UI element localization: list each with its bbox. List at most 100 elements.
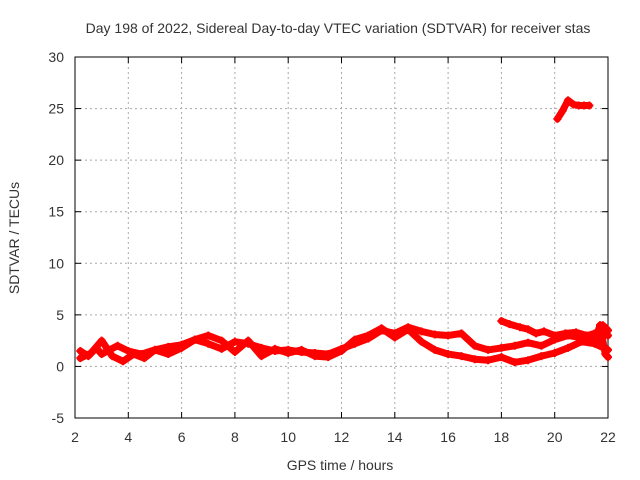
data-point [76, 354, 85, 363]
data-point [550, 331, 559, 340]
data-point [540, 327, 549, 336]
series-line-track-d [591, 321, 612, 361]
axis-ticks: 2 4 6 8 10 12 14 16 18 20 22 -5 0 5 10 15 20 25 30 [48, 49, 616, 445]
y-axis-label: SDTVAR / TECUs [6, 182, 22, 294]
data-point [204, 331, 213, 340]
data-point [118, 357, 127, 366]
data-point [86, 349, 95, 358]
data-point [510, 358, 519, 367]
y-tick-label: 0 [56, 358, 64, 374]
data-point [457, 329, 466, 338]
y-tick-label: -5 [52, 410, 65, 426]
data-point [564, 343, 573, 352]
data-point [604, 326, 612, 335]
data-point [505, 320, 514, 329]
data-point [457, 352, 466, 361]
data-point [76, 346, 85, 355]
data-point [524, 325, 533, 334]
data-point [569, 100, 578, 109]
data-point [553, 114, 562, 123]
data-point [217, 344, 226, 353]
data-point [97, 350, 106, 359]
data-point [561, 329, 570, 338]
data-point [577, 337, 586, 346]
x-tick-label: 2 [71, 429, 79, 445]
data-point [177, 343, 186, 352]
data-point [377, 324, 386, 333]
data-point [364, 331, 373, 340]
data-point [417, 337, 426, 346]
x-tick-label: 14 [387, 429, 403, 445]
data-point [430, 330, 439, 339]
grid-lines [75, 57, 608, 418]
series-layer [76, 96, 612, 367]
data-point [444, 350, 453, 359]
x-tick-label: 4 [124, 429, 132, 445]
y-tick-label: 20 [48, 152, 64, 168]
data-point [484, 345, 493, 354]
data-point [510, 341, 519, 350]
data-point [230, 337, 239, 346]
data-point [190, 335, 199, 344]
data-point [150, 345, 159, 354]
data-point [217, 336, 226, 345]
data-point [390, 333, 399, 342]
x-tick-label: 16 [440, 429, 456, 445]
data-point [284, 349, 293, 358]
data-point [444, 331, 453, 340]
data-point [524, 356, 533, 365]
data-point [350, 335, 359, 344]
data-point [596, 321, 605, 330]
data-point [417, 327, 426, 336]
x-axis-label: GPS time / hours [287, 457, 394, 473]
data-point [404, 325, 413, 334]
data-point [324, 353, 333, 362]
data-point [164, 342, 173, 351]
x-tick-label: 20 [547, 429, 563, 445]
data-point [430, 345, 439, 354]
y-tick-label: 25 [48, 101, 64, 117]
data-point [532, 329, 541, 338]
x-tick-label: 22 [600, 429, 616, 445]
data-point [497, 317, 506, 326]
data-point [270, 344, 279, 353]
chart-title: Day 198 of 2022, Sidereal Day-to-day VTE… [86, 20, 591, 36]
data-point [204, 339, 213, 348]
data-point [537, 341, 546, 350]
y-tick-label: 10 [48, 255, 64, 271]
data-point [108, 352, 117, 361]
data-point [497, 343, 506, 352]
y-tick-label: 30 [48, 49, 64, 65]
y-tick-label: 5 [56, 307, 64, 323]
data-point [244, 336, 253, 345]
x-tick-label: 18 [494, 429, 510, 445]
data-point [113, 341, 122, 350]
data-point [585, 101, 594, 110]
data-point [604, 353, 612, 362]
data-point [484, 356, 493, 365]
data-point [310, 352, 319, 361]
x-tick-label: 10 [280, 429, 296, 445]
data-point [550, 349, 559, 358]
data-point [129, 350, 138, 359]
data-point [564, 96, 573, 105]
x-tick-label: 8 [231, 429, 239, 445]
data-point [297, 345, 306, 354]
data-point [140, 354, 149, 363]
x-tick-label: 6 [178, 429, 186, 445]
data-point [257, 352, 266, 361]
data-point [590, 337, 599, 346]
data-point [537, 352, 546, 361]
data-point [497, 353, 506, 362]
data-point [582, 331, 591, 340]
x-tick-label: 12 [334, 429, 350, 445]
data-point [558, 106, 567, 115]
data-point [337, 346, 346, 355]
data-point [230, 347, 239, 356]
data-point [572, 328, 581, 337]
data-point [470, 355, 479, 364]
data-point [516, 323, 525, 332]
data-point [470, 341, 479, 350]
data-point [97, 336, 106, 345]
